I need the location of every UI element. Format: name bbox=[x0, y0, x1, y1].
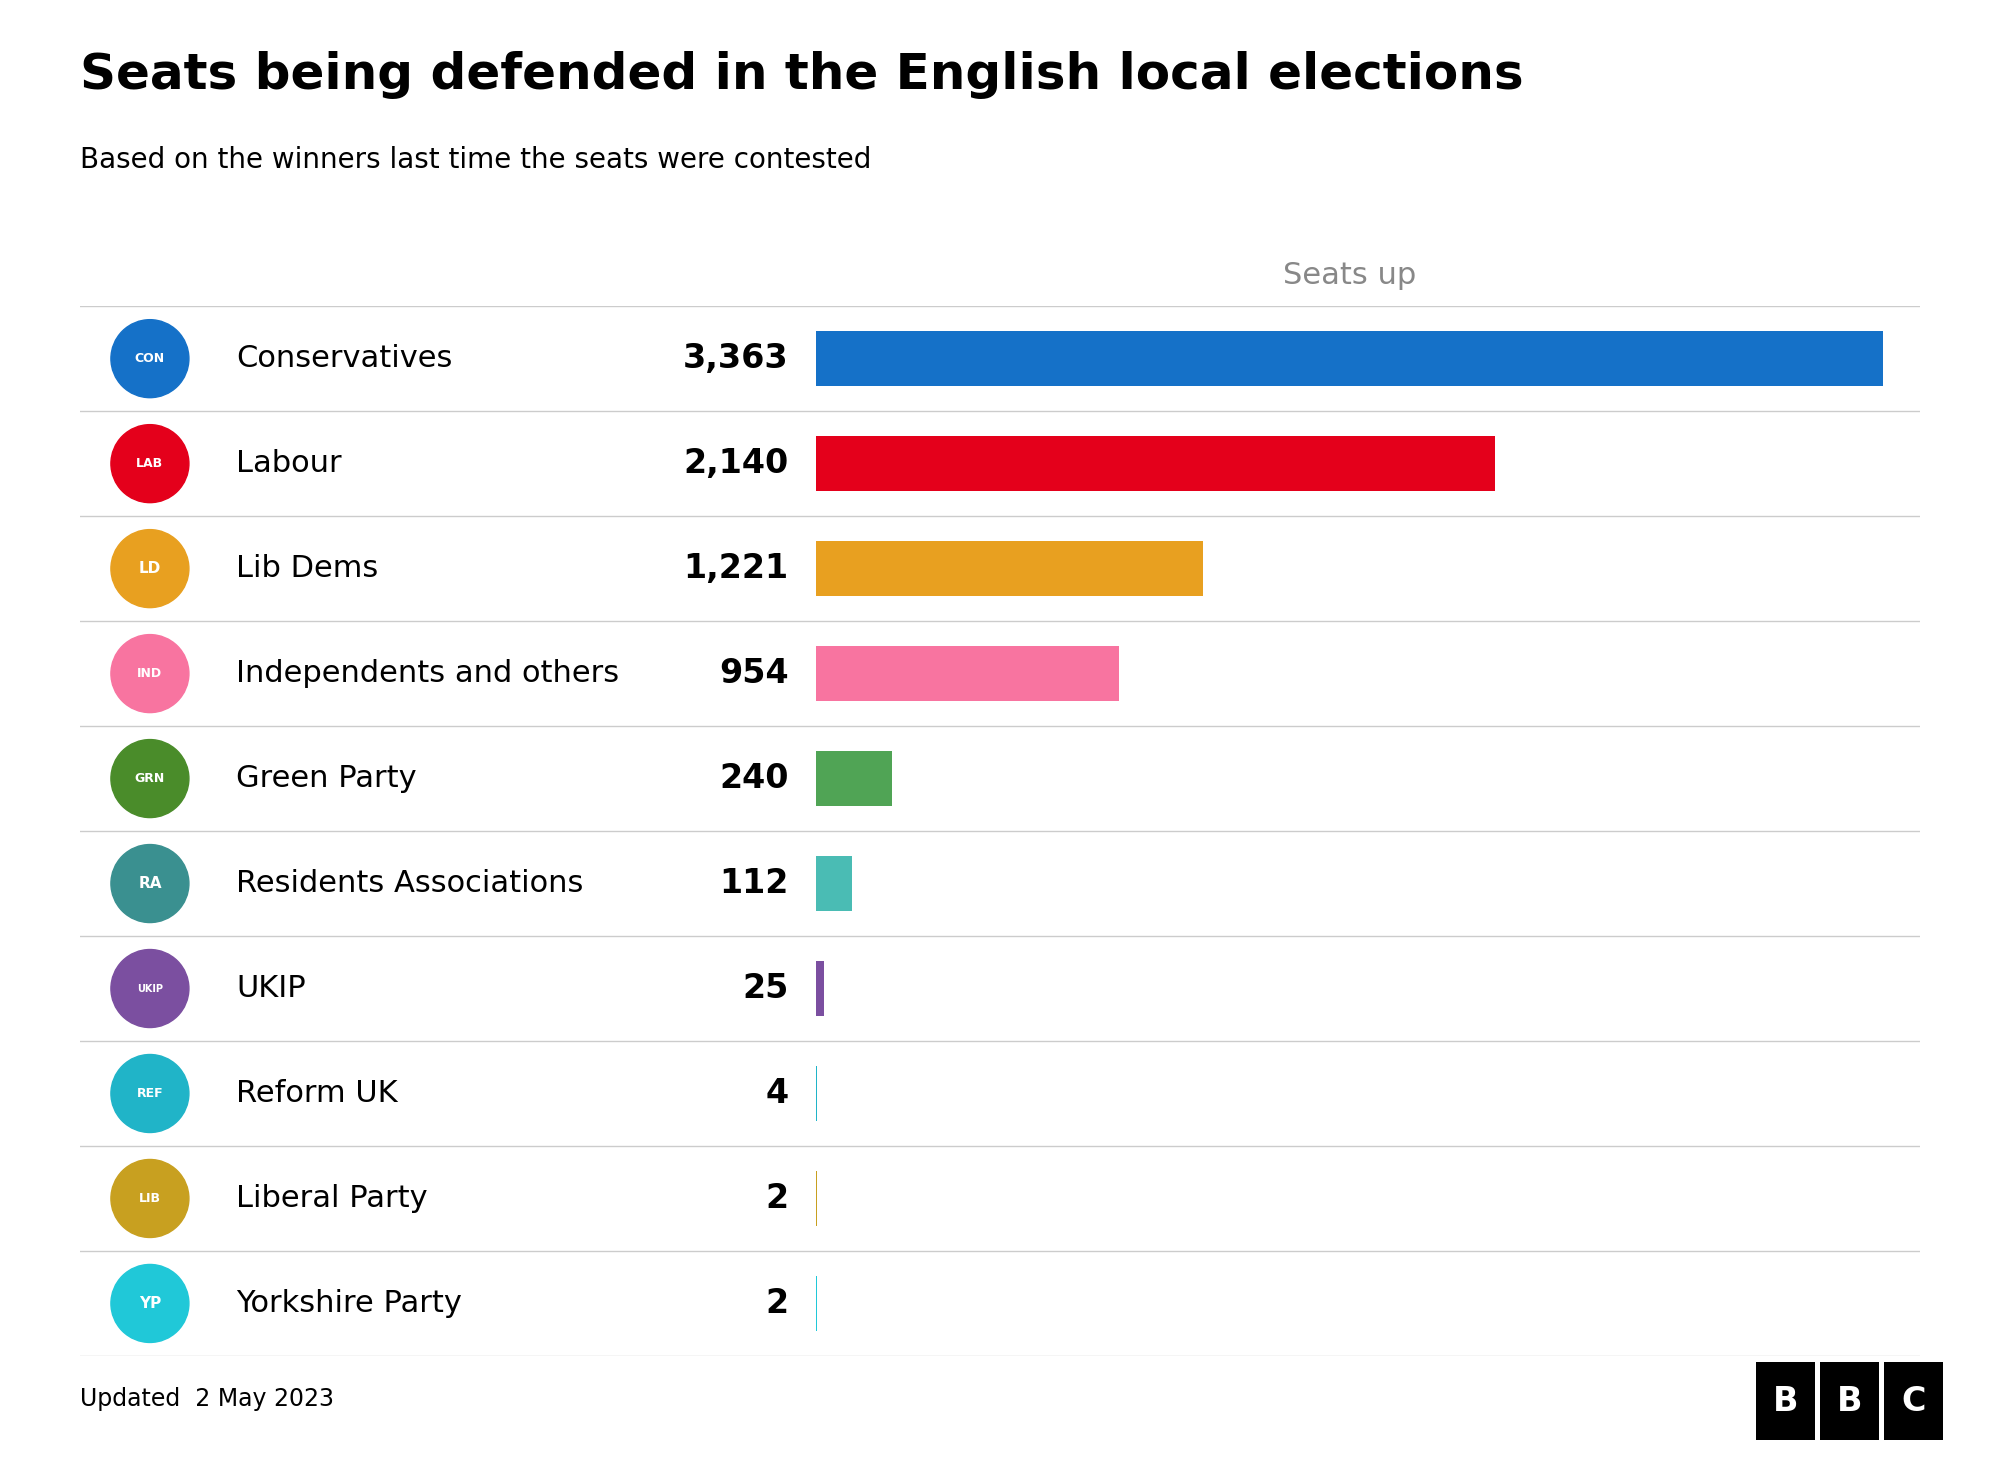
Text: B: B bbox=[1836, 1385, 1862, 1417]
Text: REF: REF bbox=[136, 1088, 164, 1099]
Text: Residents Associations: Residents Associations bbox=[236, 869, 584, 898]
FancyBboxPatch shape bbox=[816, 961, 824, 1016]
Text: Conservatives: Conservatives bbox=[236, 344, 452, 373]
Text: LAB: LAB bbox=[136, 458, 164, 469]
Text: Updated  2 May 2023: Updated 2 May 2023 bbox=[80, 1388, 334, 1411]
Text: Seats up: Seats up bbox=[1282, 261, 1416, 290]
Text: IND: IND bbox=[138, 668, 162, 679]
Text: UKIP: UKIP bbox=[236, 974, 306, 1003]
Text: Reform UK: Reform UK bbox=[236, 1079, 398, 1108]
Text: YP: YP bbox=[138, 1296, 162, 1311]
Text: Labour: Labour bbox=[236, 449, 342, 478]
Text: Liberal Party: Liberal Party bbox=[236, 1184, 428, 1213]
Text: 240: 240 bbox=[718, 763, 788, 795]
Text: C: C bbox=[1902, 1385, 1926, 1417]
FancyBboxPatch shape bbox=[1820, 1362, 1878, 1441]
Text: LD: LD bbox=[138, 561, 162, 576]
Text: Independents and others: Independents and others bbox=[236, 659, 620, 688]
Text: 954: 954 bbox=[718, 658, 788, 690]
Text: RA: RA bbox=[138, 876, 162, 891]
FancyBboxPatch shape bbox=[816, 856, 852, 911]
FancyBboxPatch shape bbox=[1884, 1362, 1942, 1441]
Text: 2: 2 bbox=[766, 1182, 788, 1215]
Text: 2: 2 bbox=[766, 1287, 788, 1319]
Text: LIB: LIB bbox=[138, 1193, 160, 1204]
Text: Lib Dems: Lib Dems bbox=[236, 554, 378, 583]
Text: 25: 25 bbox=[742, 972, 788, 1005]
FancyBboxPatch shape bbox=[816, 436, 1496, 491]
FancyBboxPatch shape bbox=[816, 751, 892, 806]
Text: Green Party: Green Party bbox=[236, 764, 418, 793]
Text: 1,221: 1,221 bbox=[684, 553, 788, 585]
Text: 2,140: 2,140 bbox=[684, 448, 788, 480]
Text: GRN: GRN bbox=[134, 773, 166, 784]
FancyBboxPatch shape bbox=[816, 331, 1884, 386]
FancyBboxPatch shape bbox=[1756, 1362, 1814, 1441]
FancyBboxPatch shape bbox=[816, 646, 1118, 701]
Text: B: B bbox=[1772, 1385, 1798, 1417]
Text: CON: CON bbox=[134, 353, 164, 364]
Text: 4: 4 bbox=[766, 1077, 788, 1110]
Text: Seats being defended in the English local elections: Seats being defended in the English loca… bbox=[80, 51, 1524, 99]
Text: 112: 112 bbox=[720, 868, 788, 900]
Text: Based on the winners last time the seats were contested: Based on the winners last time the seats… bbox=[80, 146, 872, 174]
Text: UKIP: UKIP bbox=[136, 984, 162, 993]
Text: Yorkshire Party: Yorkshire Party bbox=[236, 1289, 462, 1318]
FancyBboxPatch shape bbox=[816, 541, 1204, 596]
Text: 3,363: 3,363 bbox=[682, 343, 788, 375]
